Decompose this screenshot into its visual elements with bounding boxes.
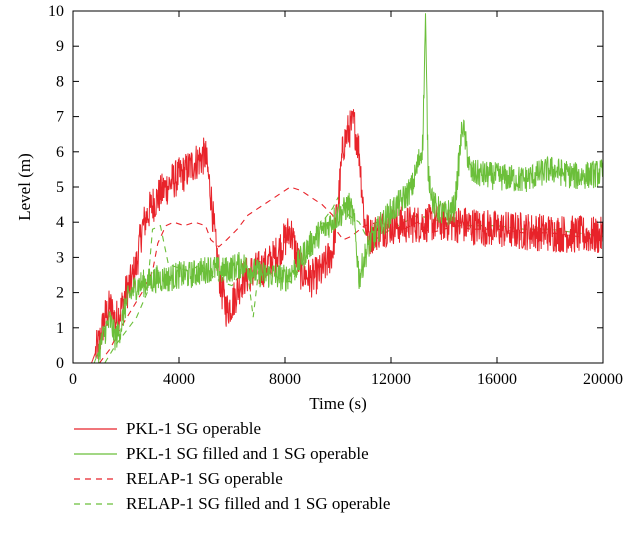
series-line-0	[91, 109, 604, 364]
y-tick-label: 9	[56, 38, 64, 55]
legend-label: PKL-1 SG filled and 1 SG operable	[126, 444, 369, 463]
y-tick-label: 1	[56, 320, 64, 337]
y-tick-label: 0	[56, 355, 64, 372]
legend-label: RELAP-1 SG operable	[126, 469, 283, 488]
series-layer	[91, 13, 604, 364]
y-tick-label: 10	[48, 3, 64, 20]
legend: PKL-1 SG operable PKL-1 SG filled and 1 S…	[74, 419, 390, 513]
axis-ticks: 0 4000 8000 12000 16000 20000 0 1 2 3 4 5 6 7 8 9 10	[48, 3, 623, 388]
y-tick-label: 3	[56, 249, 64, 266]
y-tick-label: 7	[56, 109, 64, 126]
legend-label: PKL-1 SG operable	[126, 419, 261, 438]
y-tick-label: 6	[56, 144, 64, 161]
y-axis-label: Level (m)	[15, 153, 34, 221]
x-tick-label: 20000	[583, 371, 623, 388]
x-tick-label: 4000	[163, 371, 195, 388]
x-tick-label: 12000	[371, 371, 411, 388]
x-axis-label: Time (s)	[309, 394, 366, 413]
series-line-1	[93, 13, 604, 364]
x-tick-label: 8000	[269, 371, 301, 388]
series-line-2	[99, 186, 604, 364]
y-tick-label: 5	[56, 179, 64, 196]
legend-label: RELAP-1 SG filled and 1 SG operable	[126, 494, 390, 513]
plot-frame	[72, 10, 604, 364]
y-tick-label: 8	[56, 73, 64, 90]
y-tick-label: 4	[56, 214, 64, 231]
x-tick-label: 0	[69, 371, 77, 388]
x-tick-label: 16000	[477, 371, 517, 388]
y-tick-label: 2	[56, 285, 64, 302]
